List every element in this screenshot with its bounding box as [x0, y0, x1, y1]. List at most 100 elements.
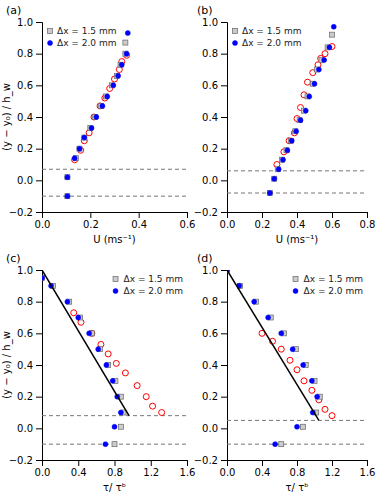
point: [316, 67, 321, 72]
legend-label: Δx = 2.0 mm: [242, 38, 301, 48]
tick: 0.8: [17, 48, 42, 59]
tick-mark: [367, 460, 368, 466]
legend-marker: [233, 41, 238, 46]
point: [275, 167, 280, 172]
line: [42, 270, 129, 416]
y-axis-label: (y − y₀) / h_w: [1, 331, 13, 399]
tick-label: 0.0: [35, 467, 51, 478]
point: [105, 351, 111, 357]
panel-title: (d): [197, 252, 213, 265]
panel: 0.00.20.40.6−0.20.00.20.40.60.81.0Δx = 1…: [1, 4, 195, 245]
point: [309, 378, 314, 383]
tick-mark: [221, 85, 227, 86]
tick-mark: [36, 54, 42, 55]
tick-label: 0.0: [220, 219, 236, 230]
axis-domain: [43, 213, 188, 219]
point: [279, 331, 284, 336]
point: [122, 370, 128, 376]
tick-mark: [221, 428, 227, 429]
point: [82, 135, 87, 140]
point: [125, 31, 130, 36]
point: [312, 81, 317, 86]
point: [289, 138, 294, 143]
tick-mark: [221, 302, 227, 303]
tick-label: 0.4: [71, 467, 87, 478]
y-axis: −0.20.00.20.40.60.81.0: [194, 17, 228, 218]
point: [252, 299, 257, 304]
tick: 0.0: [17, 423, 42, 434]
tick-mark: [187, 460, 188, 466]
tick-mark: [115, 460, 116, 466]
point: [279, 442, 284, 447]
point: [94, 115, 99, 120]
legend-marker: [293, 277, 298, 282]
tick-mark: [221, 54, 227, 55]
tick-mark: [36, 85, 42, 86]
tick-label: −0.2: [194, 455, 218, 466]
tick-label: 1.0: [17, 17, 33, 28]
tick: 0.4: [202, 112, 227, 123]
point: [295, 424, 300, 429]
tick: 0.4: [17, 112, 42, 123]
y-axis: −0.20.00.20.40.60.81.0: [9, 265, 43, 466]
tick-label: 0.8: [17, 48, 33, 59]
point: [116, 73, 121, 78]
legend-marker: [233, 29, 238, 34]
tick-mark: [36, 22, 42, 23]
panel: 0.00.40.81.21.6−0.20.00.20.40.60.81.0Δx …: [194, 252, 376, 493]
point: [284, 148, 289, 153]
point: [118, 424, 123, 429]
tick-mark: [36, 212, 42, 213]
tick-label: 1.0: [17, 265, 33, 276]
point: [159, 410, 165, 416]
tick-label: 0.2: [17, 143, 33, 154]
point: [285, 148, 290, 153]
panel: 0.00.20.40.60.8−0.20.00.20.40.60.81.0Δx …: [194, 4, 376, 245]
plot-area: [227, 24, 367, 195]
tick-label: 1.0: [202, 265, 218, 276]
point: [297, 118, 302, 123]
tick-label: 0.4: [290, 219, 306, 230]
tick-mark: [36, 397, 42, 398]
reference-line: [227, 193, 367, 194]
tick: 0.2: [202, 143, 227, 154]
tick-label: 0.4: [202, 360, 218, 371]
x-axis-label: U (ms⁻¹): [93, 234, 136, 245]
tick-mark: [221, 212, 227, 213]
axis-domain: [43, 461, 188, 467]
point: [118, 410, 123, 415]
legend: Δx = 1.5 mmΔx = 2.0 mm: [293, 274, 363, 296]
point: [123, 40, 128, 45]
tick: 0.4: [131, 212, 147, 230]
point: [111, 83, 116, 88]
tick: 0.6: [17, 328, 42, 339]
legend-marker: [48, 29, 53, 34]
point: [150, 403, 156, 409]
axis-domain: [36, 23, 43, 213]
point: [294, 367, 300, 373]
point: [105, 94, 110, 99]
tick: 1.2: [143, 460, 159, 478]
tick: 0.2: [255, 212, 271, 230]
point: [103, 442, 108, 447]
reference-line: [42, 196, 187, 197]
plot-area: [42, 270, 187, 447]
tick-label: 1.2: [325, 467, 341, 478]
point: [76, 315, 81, 320]
tick: 0.0: [35, 460, 51, 478]
point: [330, 32, 335, 37]
tick-mark: [36, 180, 42, 181]
tick-mark: [221, 460, 227, 461]
tick-label: 1.6: [180, 467, 196, 478]
point: [82, 135, 87, 140]
tick-mark: [332, 212, 333, 218]
panel-title: (c): [6, 252, 21, 265]
point: [294, 129, 299, 134]
point: [293, 129, 298, 134]
panel: 0.00.40.81.21.6−0.20.00.20.40.60.81.0Δx …: [1, 252, 195, 493]
point: [65, 175, 70, 180]
y-axis: −0.20.00.20.40.60.81.0: [9, 17, 43, 218]
tick-mark: [221, 22, 227, 23]
tick: 0.2: [17, 143, 42, 154]
legend-marker: [113, 289, 118, 294]
